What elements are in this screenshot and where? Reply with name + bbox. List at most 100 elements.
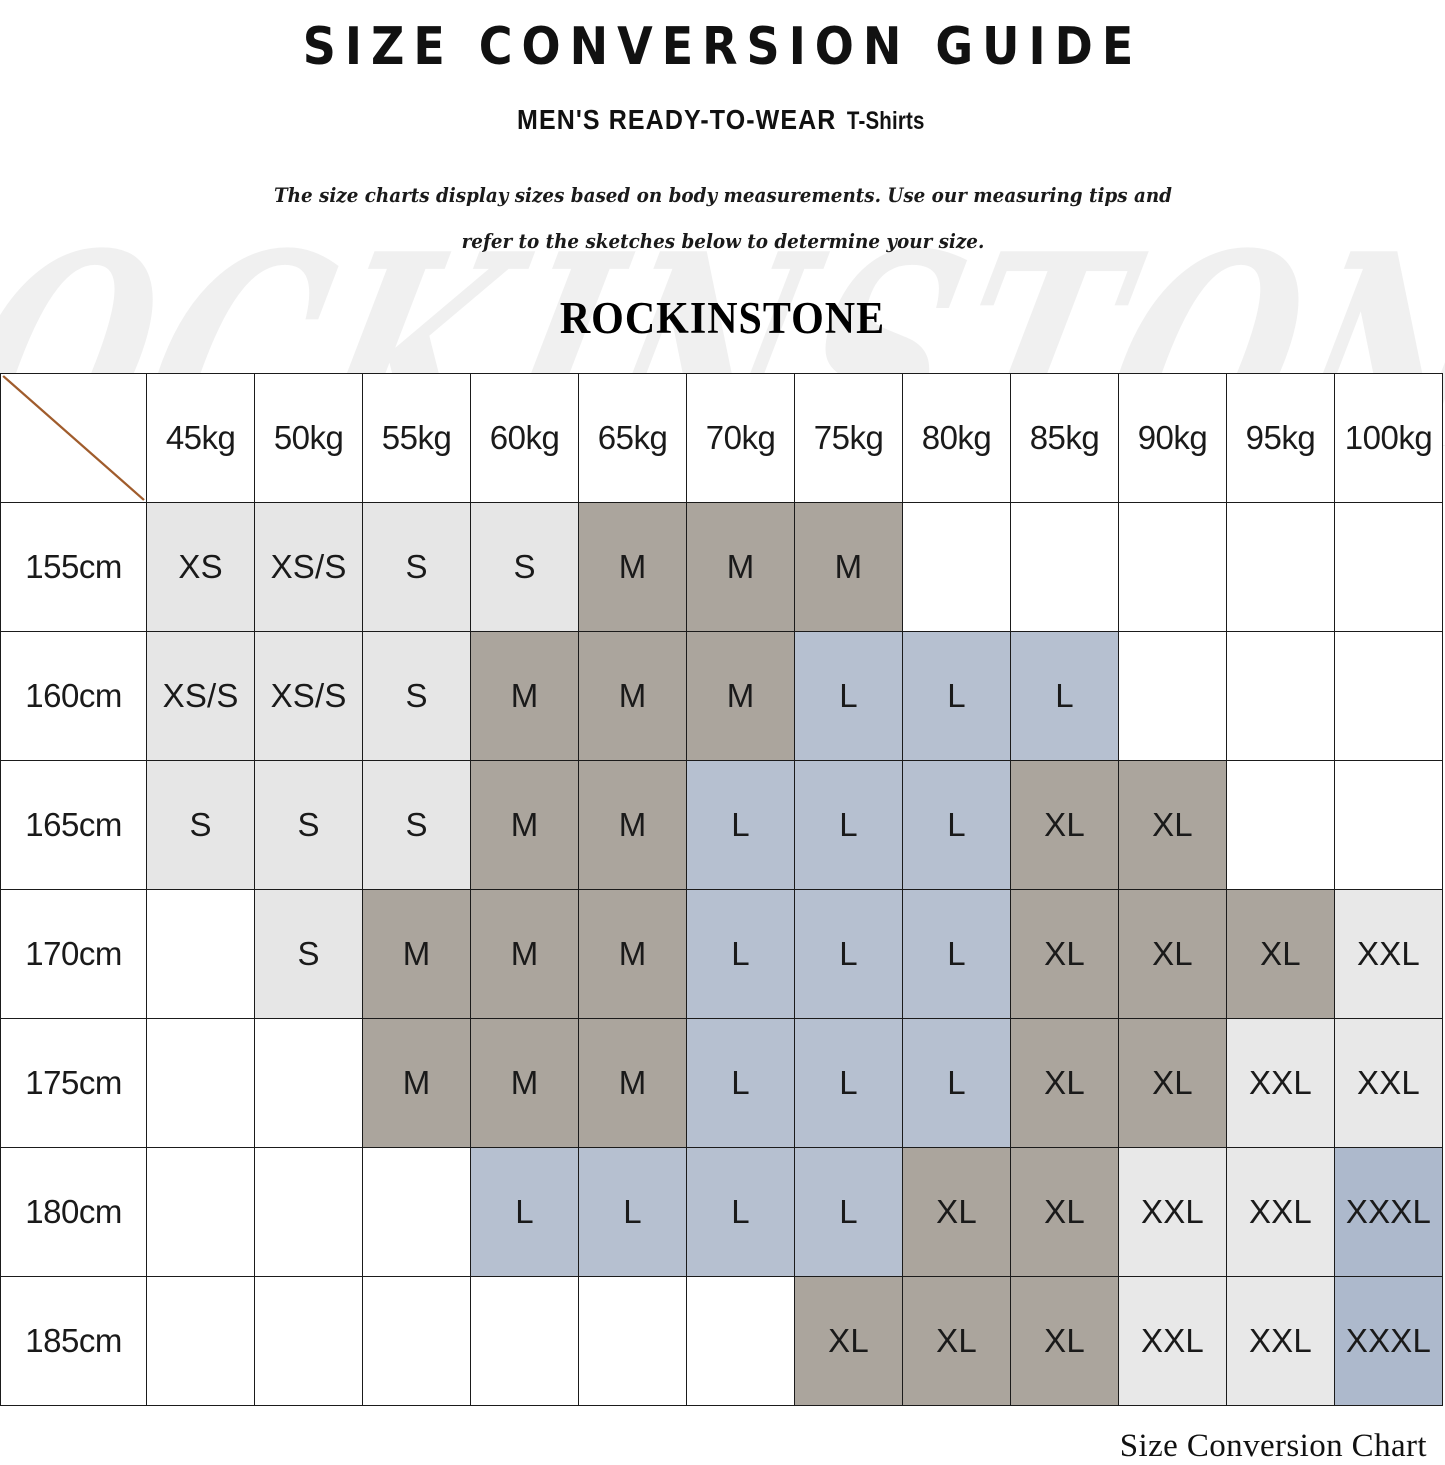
height-header-cell: 180cm [0,1147,148,1277]
size-cell: L [686,1147,796,1277]
size-cell: M [362,1018,472,1148]
table-row: 175cm M M M L L L XL XL XXL XXL [0,1018,1444,1148]
table-row: 170cm S M M M L L L XL XL XL XXL [0,889,1444,1019]
size-cell [1225,760,1335,890]
subtitle-product: T-Shirts [847,106,926,135]
size-cell: M [686,631,796,761]
height-header-cell: 175cm [0,1018,148,1148]
weight-header-cell: 100kg [1333,373,1444,503]
size-cell: S [362,631,472,761]
size-cell: L [1010,631,1119,761]
size-cell [146,1276,256,1406]
table-row: 155cm XS XS/S S S M M M [0,502,1444,632]
size-cell: XXL [1225,1018,1335,1148]
document-footer: Size Conversion Chart [0,1406,1445,1465]
size-cell: S [254,760,364,890]
size-cell [1010,502,1119,632]
size-cell [1333,502,1444,632]
height-header-cell: 185cm [0,1276,148,1406]
size-table-container: 45kg 50kg 55kg 60kg 65kg 70kg 75kg 80kg 85kg 90kg… [0,373,1445,1406]
description-text: The size charts display sizes based on b… [273,184,1172,253]
size-cell [1225,631,1335,761]
size-cell: S [254,889,364,1019]
size-cell: L [794,631,904,761]
size-cell [362,1276,472,1406]
size-cell: XL [1117,760,1227,890]
table-row: 165cm S S S M M L L L XL XL [0,760,1444,890]
size-cell: S [362,760,472,890]
weight-header-cell: 85kg [1010,373,1119,503]
size-cell: XXL [1333,1018,1444,1148]
table-row: 185cm XL XL XL XXL XXL XXXL [0,1276,1444,1406]
size-cell: XXXL [1333,1147,1444,1277]
weight-header-cell: 60kg [470,373,580,503]
size-cell: L [794,889,904,1019]
size-cell: M [578,889,688,1019]
table-header-row: 45kg 50kg 55kg 60kg 65kg 70kg 75kg 80kg 85kg 90kg… [0,373,1444,503]
size-cell: L [470,1147,580,1277]
height-header-cell: 160cm [0,631,148,761]
height-header-cell: 165cm [0,760,148,890]
size-cell [254,1276,364,1406]
weight-header-cell: 55kg [362,373,472,503]
size-cell: L [902,1018,1011,1148]
size-cell: XL [1117,889,1227,1019]
size-cell: XL [1010,760,1119,890]
weight-header-cell: 45kg [146,373,256,503]
size-cell: XL [1010,1276,1119,1406]
table-row: 180cm L L L L XL XL XXL XXL XXXL [0,1147,1444,1277]
diagonal-divider-icon [2,375,145,501]
weight-header-cell: 95kg [1225,373,1335,503]
size-cell [254,1147,364,1277]
weight-header-cell: 90kg [1117,373,1227,503]
size-cell: M [686,502,796,632]
size-cell: XXL [1333,889,1444,1019]
size-cell: M [470,760,580,890]
size-cell: XXL [1225,1147,1335,1277]
size-cell: L [794,760,904,890]
brand-name: ROCKINSTONE [559,294,886,344]
corner-cell [0,373,148,503]
size-cell: XL [1010,1147,1119,1277]
size-cell: XS [146,502,256,632]
height-header-cell: 155cm [0,502,148,632]
size-cell: L [578,1147,688,1277]
size-cell: XXL [1225,1276,1335,1406]
size-cell: S [470,502,580,632]
weight-header-cell: 75kg [794,373,904,503]
size-cell: XXL [1117,1276,1227,1406]
size-cell: M [578,1018,688,1148]
size-cell [146,1147,256,1277]
size-cell [902,502,1011,632]
size-cell [1225,502,1335,632]
weight-header-cell: 65kg [578,373,688,503]
size-cell [146,1018,256,1148]
size-cell: L [902,889,1011,1019]
size-cell: M [470,631,580,761]
subtitle-category: MEN'S READY-TO-WEAR [517,104,837,136]
size-cell: XL [1117,1018,1227,1148]
table-row: 160cm XS/S XS/S S M M M L L L [0,631,1444,761]
size-cell: XL [1225,889,1335,1019]
size-conversion-table: 45kg 50kg 55kg 60kg 65kg 70kg 75kg 80kg 85kg 90kg… [0,373,1444,1406]
size-cell: M [578,631,688,761]
size-cell [254,1018,364,1148]
size-cell [686,1276,796,1406]
page-title: SIZE CONVERSION GUIDE [302,15,1143,77]
size-cell: XS/S [254,631,364,761]
size-cell [146,889,256,1019]
size-cell: L [794,1147,904,1277]
size-cell: XXXL [1333,1276,1444,1406]
size-cell: M [362,889,472,1019]
size-cell [1333,760,1444,890]
size-cell: M [794,502,904,632]
size-cell: M [470,1018,580,1148]
size-cell: XL [1010,889,1119,1019]
size-cell: XS/S [146,631,256,761]
size-cell: L [686,1018,796,1148]
size-cell: L [686,760,796,890]
size-cell: XL [1010,1018,1119,1148]
document-header: SIZE CONVERSION GUIDE MEN'S READY-TO-WEA… [0,0,1445,344]
size-cell [362,1147,472,1277]
size-cell: S [362,502,472,632]
